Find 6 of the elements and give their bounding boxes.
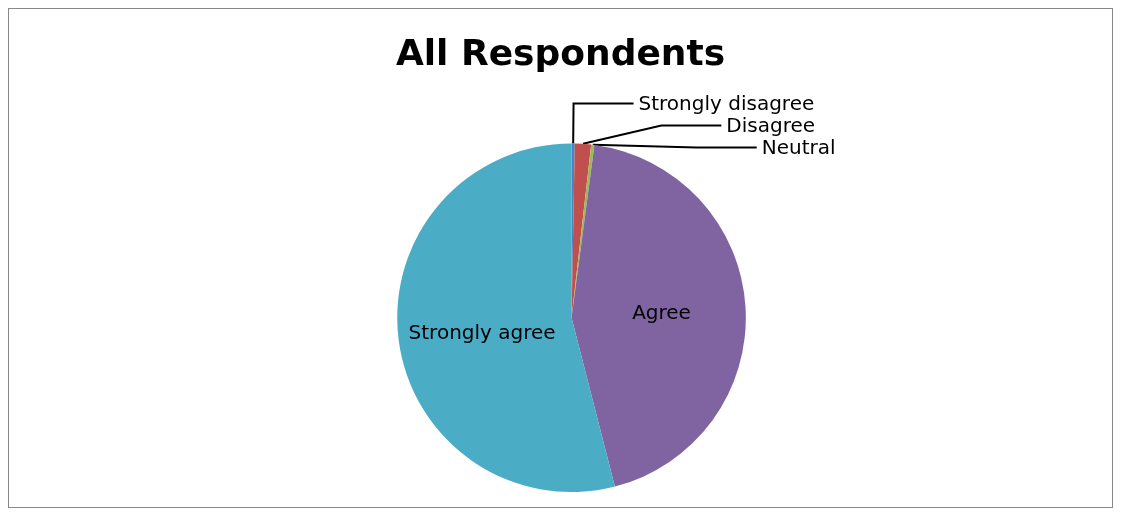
chart-title: All Respondents bbox=[395, 31, 726, 73]
slice-label: Agree bbox=[632, 300, 691, 325]
slice-label: Neutral bbox=[761, 135, 836, 160]
slice-label: Strongly agree bbox=[408, 320, 556, 345]
slice-label: Strongly disagree bbox=[638, 91, 815, 116]
slice-label: Disagree bbox=[726, 113, 816, 138]
